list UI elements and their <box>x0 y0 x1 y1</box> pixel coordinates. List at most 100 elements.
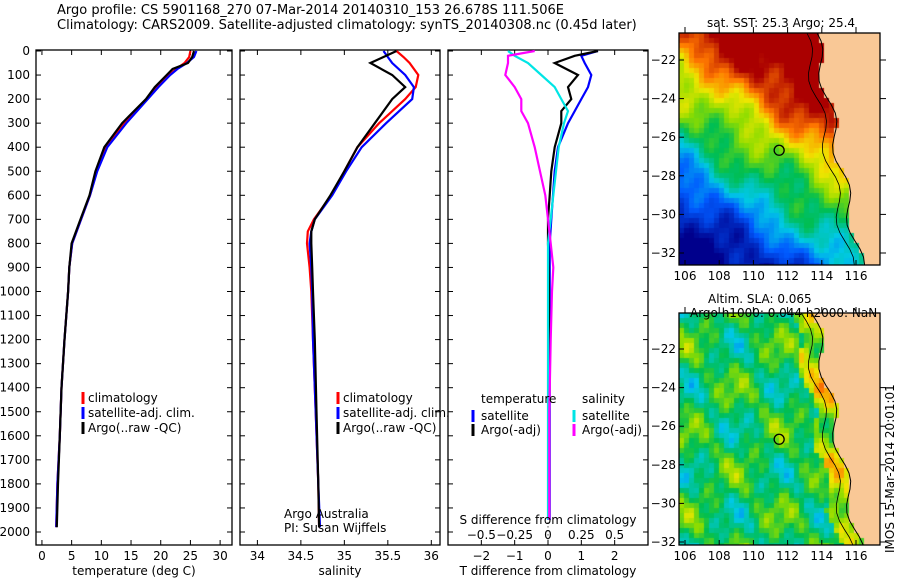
y-tick-label: 1400 <box>0 381 30 395</box>
y-tick-label: 1200 <box>0 333 30 347</box>
map-y-tick-label: −24 <box>651 381 676 395</box>
y-tick-label: 2000 <box>0 525 30 539</box>
x-axis-label: T difference from climatology <box>459 564 637 578</box>
y-tick-label: 500 <box>7 164 30 178</box>
y-tick-label: 0 <box>22 44 30 58</box>
map-y-tick-label: −28 <box>651 169 676 183</box>
map-x-tick-label: 112 <box>776 549 799 563</box>
map-y-tick-label: −32 <box>651 246 676 260</box>
map-y-tick-label: −32 <box>651 535 676 549</box>
map-x-tick-label: 108 <box>708 269 731 283</box>
legend-label: climatology <box>88 391 158 405</box>
map-y-tick-label: −26 <box>651 419 676 433</box>
x-tick-label: 1 <box>578 549 586 563</box>
series-line-argo-raw-qc- <box>310 50 407 528</box>
x2-tick-label: −0.25 <box>496 528 533 542</box>
coastline <box>816 32 866 266</box>
y-tick-label: 900 <box>7 260 30 274</box>
x-tick-label: 20 <box>153 549 168 563</box>
credit-text: Argo Australia <box>284 507 369 521</box>
map-y-tick-label: −30 <box>651 496 676 510</box>
map-frame <box>678 312 881 546</box>
sla-map-subtitle: Argo h1000: 0.044 h2000: NaN <box>690 306 878 320</box>
map-frame <box>678 32 881 266</box>
x2-tick-label: −0.5 <box>467 528 496 542</box>
map-x-tick-label: 106 <box>674 549 697 563</box>
map-x-tick-label: 110 <box>742 269 765 283</box>
map-y-tick-label: −22 <box>651 53 676 67</box>
title-line-1: Argo profile: CS 5901168_270 07-Mar-2014… <box>57 3 565 18</box>
x-tick-label: −1 <box>506 549 524 563</box>
map-y-tick-label: −28 <box>651 458 676 472</box>
y-tick-label: 300 <box>7 116 30 130</box>
pi-text: PI: Susan Wijffels <box>284 521 387 535</box>
map-y-tick-label: −24 <box>651 92 676 106</box>
map-x-tick-label: 116 <box>845 269 868 283</box>
map-x-tick-label: 112 <box>776 269 799 283</box>
title-line-2: Climatology: CARS2009. Satellite-adjuste… <box>57 18 637 33</box>
isobath-line <box>806 32 855 266</box>
x-tick-label: 35 <box>337 549 352 563</box>
x-tick-label: 34 <box>250 549 265 563</box>
y-tick-label: 1700 <box>0 453 30 467</box>
x-axis-label: salinity <box>318 564 361 578</box>
series-line-s-argo-adj- <box>504 49 555 520</box>
x-tick-label: 2 <box>611 549 619 563</box>
isobath-line <box>800 312 854 546</box>
legend-label: satellite <box>582 409 630 423</box>
map-y-tick-label: −30 <box>651 207 676 221</box>
y-tick-label: 1600 <box>0 429 30 443</box>
sst-map <box>679 33 880 265</box>
y-tick-label: 200 <box>7 92 30 106</box>
map-y-tick-label: −26 <box>651 130 676 144</box>
y-tick-label: 400 <box>7 140 30 154</box>
legend-label: satellite-adj. clim. <box>88 406 195 420</box>
x-tick-label: −2 <box>472 549 490 563</box>
legend-header-salinity: salinity <box>582 392 625 406</box>
legend-label: climatology <box>343 391 413 405</box>
x-tick-label: 10 <box>94 549 109 563</box>
legend-label: satellite-adj. clim. <box>343 406 450 420</box>
coastline <box>810 312 864 546</box>
legend-label: Argo(..raw -QC) <box>343 421 436 435</box>
y-tick-label: 1900 <box>0 501 30 515</box>
sst-map-title: sat. SST: 25.3 Argo: 25.4 <box>707 16 856 30</box>
x2-tick-label: 0 <box>544 528 552 542</box>
x2-tick-label: 0.5 <box>605 528 624 542</box>
legend-header-temperature: temperature <box>481 392 556 406</box>
x-tick-label: 25 <box>183 549 198 563</box>
y-tick-label: 100 <box>7 68 30 82</box>
series-line-satellite-adj-clim- <box>308 50 416 528</box>
plot-frame <box>239 49 441 546</box>
y-tick-label: 1500 <box>0 405 30 419</box>
map-x-tick-label: 106 <box>674 269 697 283</box>
x-tick-label: 36 <box>424 549 439 563</box>
argo-float-marker <box>773 433 785 445</box>
y-tick-label: 800 <box>7 236 30 250</box>
map-x-tick-label: 116 <box>845 549 868 563</box>
x-tick-label: 5 <box>68 549 76 563</box>
series-line-argo-raw-qc- <box>55 50 196 528</box>
y-tick-label: 1100 <box>0 309 30 323</box>
y-tick-label: 1800 <box>0 477 30 491</box>
legend-label: Argo(-adj) <box>481 423 541 437</box>
sla-map-title: Altim. SLA: 0.065 <box>708 292 812 306</box>
timestamp-stamp: IMOS 15-Mar-2014 20:01:01 <box>883 384 897 553</box>
map-x-tick-label: 114 <box>810 269 833 283</box>
x-tick-label: 34.5 <box>288 549 315 563</box>
series-line-s-satellite <box>507 50 570 520</box>
x2-tick-label: 0.25 <box>568 528 595 542</box>
map-x-tick-label: 108 <box>708 549 731 563</box>
x-tick-label: 30 <box>212 549 227 563</box>
legend-label: Argo(..raw -QC) <box>88 421 181 435</box>
x-tick-label: 35.5 <box>374 549 401 563</box>
legend-label: Argo(-adj) <box>582 423 642 437</box>
x-tick-label: 15 <box>123 549 138 563</box>
x-tick-label: 0 <box>544 549 552 563</box>
plot-frame <box>35 49 233 546</box>
x2-axis-label: S difference from climatology <box>460 513 637 527</box>
y-tick-label: 700 <box>7 212 30 226</box>
